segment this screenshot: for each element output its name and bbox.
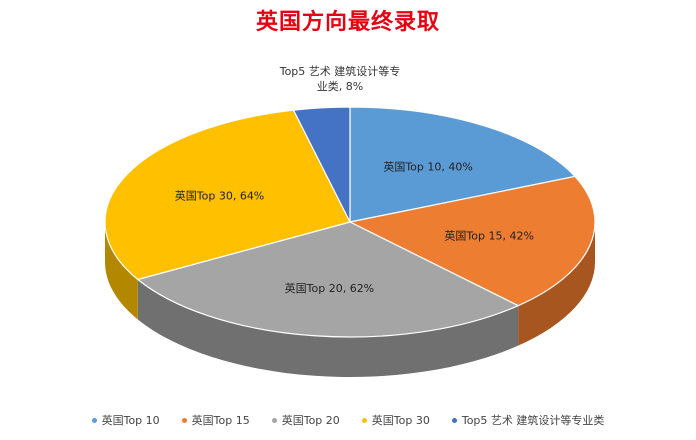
legend-swatch	[361, 417, 367, 423]
pie-slice-1	[348, 175, 596, 307]
slice-label-4-line-0: Top5 艺术 建筑设计等专	[279, 64, 401, 78]
pie-sides	[105, 222, 595, 378]
pie-labels: 英国Top 10, 40% 英国Top 15, 42% 英国Top 20, 62% 英…	[175, 64, 534, 295]
pie-top	[104, 106, 596, 338]
pie-side-1	[518, 222, 595, 346]
legend-item-top20: 英国Top 20	[271, 412, 340, 428]
slice-label-4-line-1: 业类, 8%	[317, 79, 363, 93]
legend-swatch	[271, 417, 277, 423]
legend-label: 英国Top 30	[371, 414, 430, 427]
legend-label: 英国Top 10	[101, 414, 160, 427]
pie-slice-2	[136, 221, 520, 338]
legend-item-top5-art: Top5 艺术 建筑设计等专业类	[451, 412, 605, 428]
legend-item-top30: 英国Top 30	[361, 412, 430, 428]
legend: 英国Top 10 英国Top 15 英国Top 20 英国Top 30 Top5…	[0, 412, 696, 428]
legend-swatch	[181, 417, 187, 423]
legend-item-top10: 英国Top 10	[91, 412, 160, 428]
pie-slice-4	[292, 106, 351, 223]
pie-side-3	[105, 222, 138, 320]
legend-label: 英国Top 20	[281, 414, 340, 427]
legend-label: Top5 艺术 建筑设计等专业类	[461, 414, 605, 427]
slice-label-2: 英国Top 20, 62%	[285, 281, 375, 295]
slice-label-0: 英国Top 10, 40%	[383, 159, 473, 173]
legend-swatch	[91, 417, 97, 423]
slice-label-1: 英国Top 15, 42%	[444, 228, 534, 242]
pie-slice-0	[349, 106, 577, 223]
pie-side-2	[137, 279, 519, 378]
legend-label: 英国Top 15	[191, 414, 250, 427]
legend-swatch	[451, 417, 457, 423]
legend-item-top15: 英国Top 15	[181, 412, 250, 428]
slice-label-3: 英国Top 30, 64%	[175, 189, 265, 203]
pie-slice-3	[104, 109, 351, 281]
chart-title: 英国方向最终录取	[255, 10, 440, 35]
